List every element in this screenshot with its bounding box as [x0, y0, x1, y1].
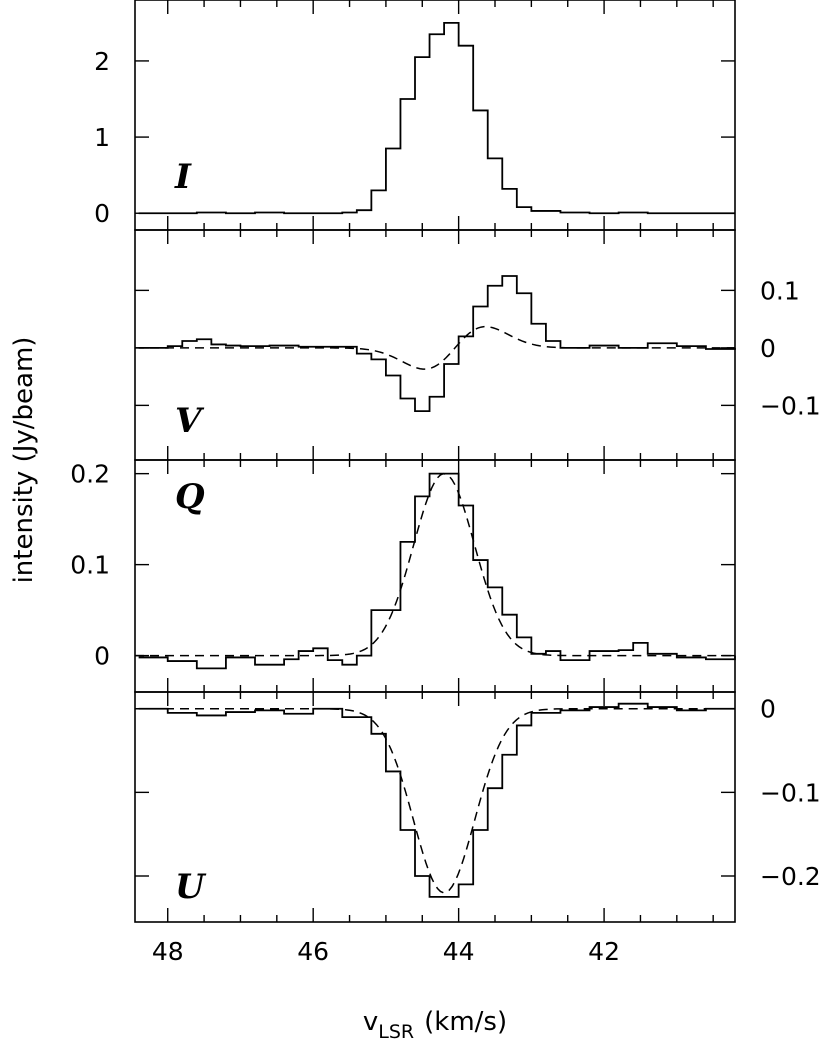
x-axis-label-unit: (km/s) [424, 1007, 507, 1037]
x-axis-label-sub: LSR [378, 1021, 414, 1041]
y-tick-label: 0.2 [70, 460, 110, 489]
y-axis-label: intensity (Jy/beam) [9, 337, 39, 584]
series-u-fit [135, 707, 735, 894]
panel-label-v: V [175, 401, 205, 441]
y-tick-label: 0.1 [70, 551, 110, 580]
series-v-fit [135, 325, 735, 370]
panel-u: 0 −0.1 −0.2 U [134, 691, 821, 923]
series-q-histogram [138, 472, 736, 670]
series-q-fit [135, 472, 735, 657]
series-i-histogram [138, 21, 735, 215]
x-tick-label: 42 [588, 937, 620, 966]
panel-q: 0 0.1 0.2 Q [70, 459, 736, 693]
y-tick-label: −0.2 [760, 862, 821, 891]
y-tick-label: 0.1 [760, 276, 800, 305]
panel-label-q: Q [175, 477, 205, 517]
x-axis-tick-labels: 48 46 44 42 [152, 937, 620, 966]
y-tick-label: 0 [94, 199, 110, 228]
x-axis-label-main: v [363, 1007, 378, 1037]
y-tick-label: 0 [760, 334, 776, 363]
y-tick-label: −0.1 [760, 778, 821, 807]
panel-label-u: U [175, 867, 207, 907]
panel-frame [134, 691, 736, 923]
x-axis-label: vLSR (km/s) [363, 1007, 507, 1041]
y-tick-label: 2 [94, 47, 110, 76]
x-tick-label: 46 [297, 937, 329, 966]
panel-i: 0 1 2 I [94, 0, 736, 231]
series-u-histogram [138, 702, 735, 898]
y-tick-label: 0 [94, 642, 110, 671]
series-v-histogram [138, 275, 736, 413]
panel-v: 0.1 0 −0.1 V [134, 229, 821, 461]
panel-label-i: I [174, 157, 192, 197]
y-tick-label: 1 [94, 123, 110, 152]
x-tick-label: 48 [152, 937, 184, 966]
panels-group: 0 1 2 I 0.1 0 −0.1 V 0 0.1 0.2 Q 0 −0.1 −0.2 U [70, 0, 821, 923]
y-tick-label: −0.1 [760, 391, 821, 420]
y-tick-label: 0 [760, 695, 776, 724]
panel-frame [134, 459, 736, 693]
x-tick-label: 44 [443, 937, 475, 966]
